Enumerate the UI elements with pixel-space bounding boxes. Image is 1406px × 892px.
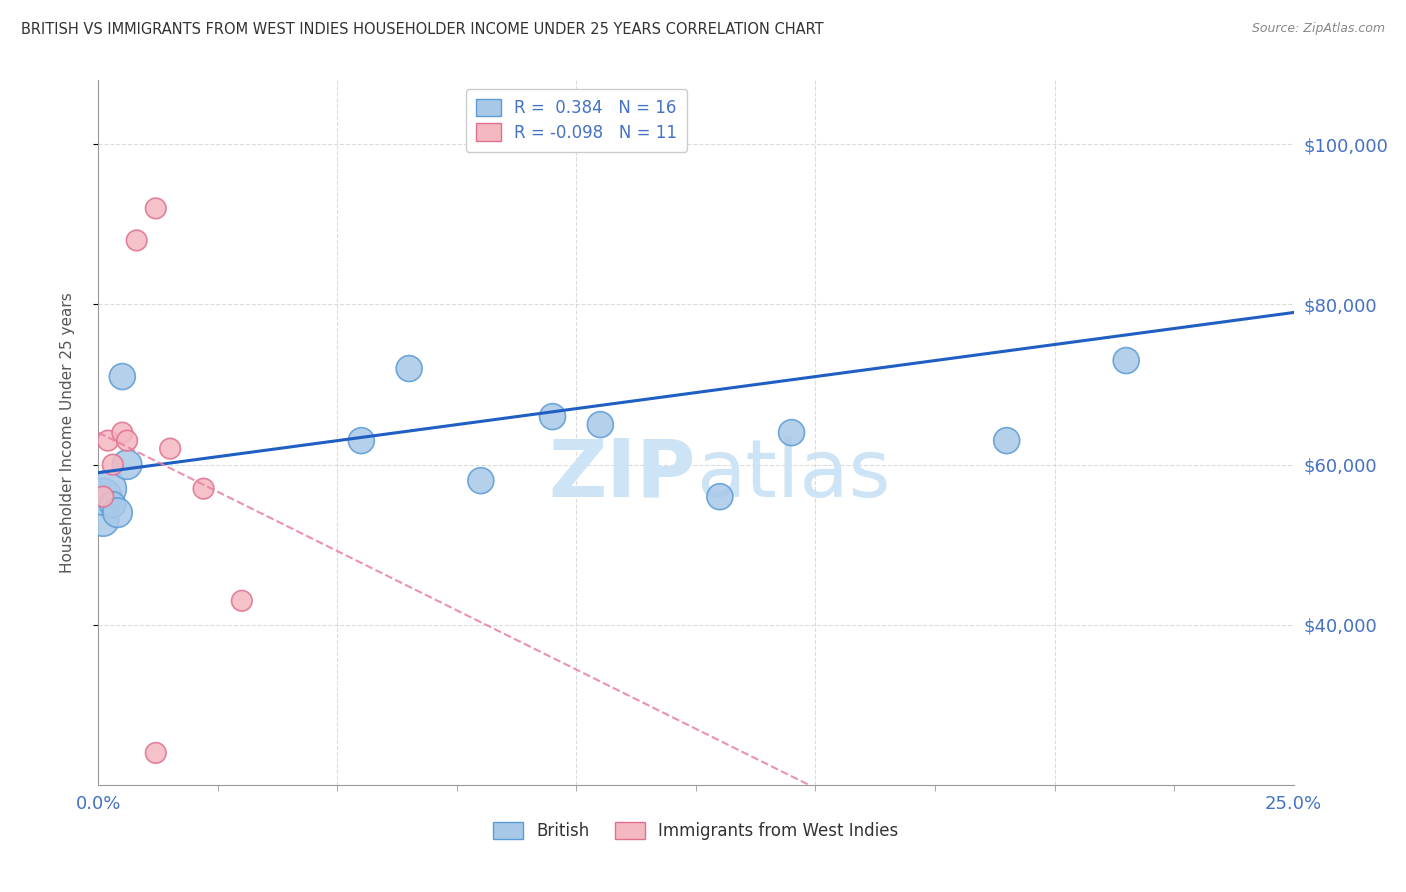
Text: BRITISH VS IMMIGRANTS FROM WEST INDIES HOUSEHOLDER INCOME UNDER 25 YEARS CORRELA: BRITISH VS IMMIGRANTS FROM WEST INDIES H… [21, 22, 824, 37]
Point [145, 746, 167, 760]
Point [541, 409, 564, 424]
Text: Source: ZipAtlas.com: Source: ZipAtlas.com [1251, 22, 1385, 36]
Point [91, 514, 114, 528]
Point [125, 234, 148, 248]
Point [145, 202, 167, 216]
Point [115, 458, 138, 472]
Point [470, 474, 492, 488]
Point [101, 498, 124, 512]
Point [111, 369, 134, 384]
Text: ZIP: ZIP [548, 436, 696, 514]
Point [780, 425, 803, 440]
Point [193, 482, 215, 496]
Point [350, 434, 373, 448]
Point [709, 490, 731, 504]
Point [97, 482, 120, 496]
Point [398, 361, 420, 376]
Y-axis label: Householder Income Under 25 years: Householder Income Under 25 years [60, 293, 75, 573]
Point [97, 434, 120, 448]
Point [159, 442, 181, 456]
Point [91, 490, 114, 504]
Text: atlas: atlas [696, 436, 890, 514]
Legend: British, Immigrants from West Indies: British, Immigrants from West Indies [486, 815, 905, 847]
Point [111, 425, 134, 440]
Point [91, 490, 114, 504]
Point [995, 434, 1018, 448]
Point [1115, 353, 1137, 368]
Point [115, 434, 138, 448]
Point [589, 417, 612, 432]
Point [231, 594, 253, 608]
Point [107, 506, 129, 520]
Point [101, 458, 124, 472]
